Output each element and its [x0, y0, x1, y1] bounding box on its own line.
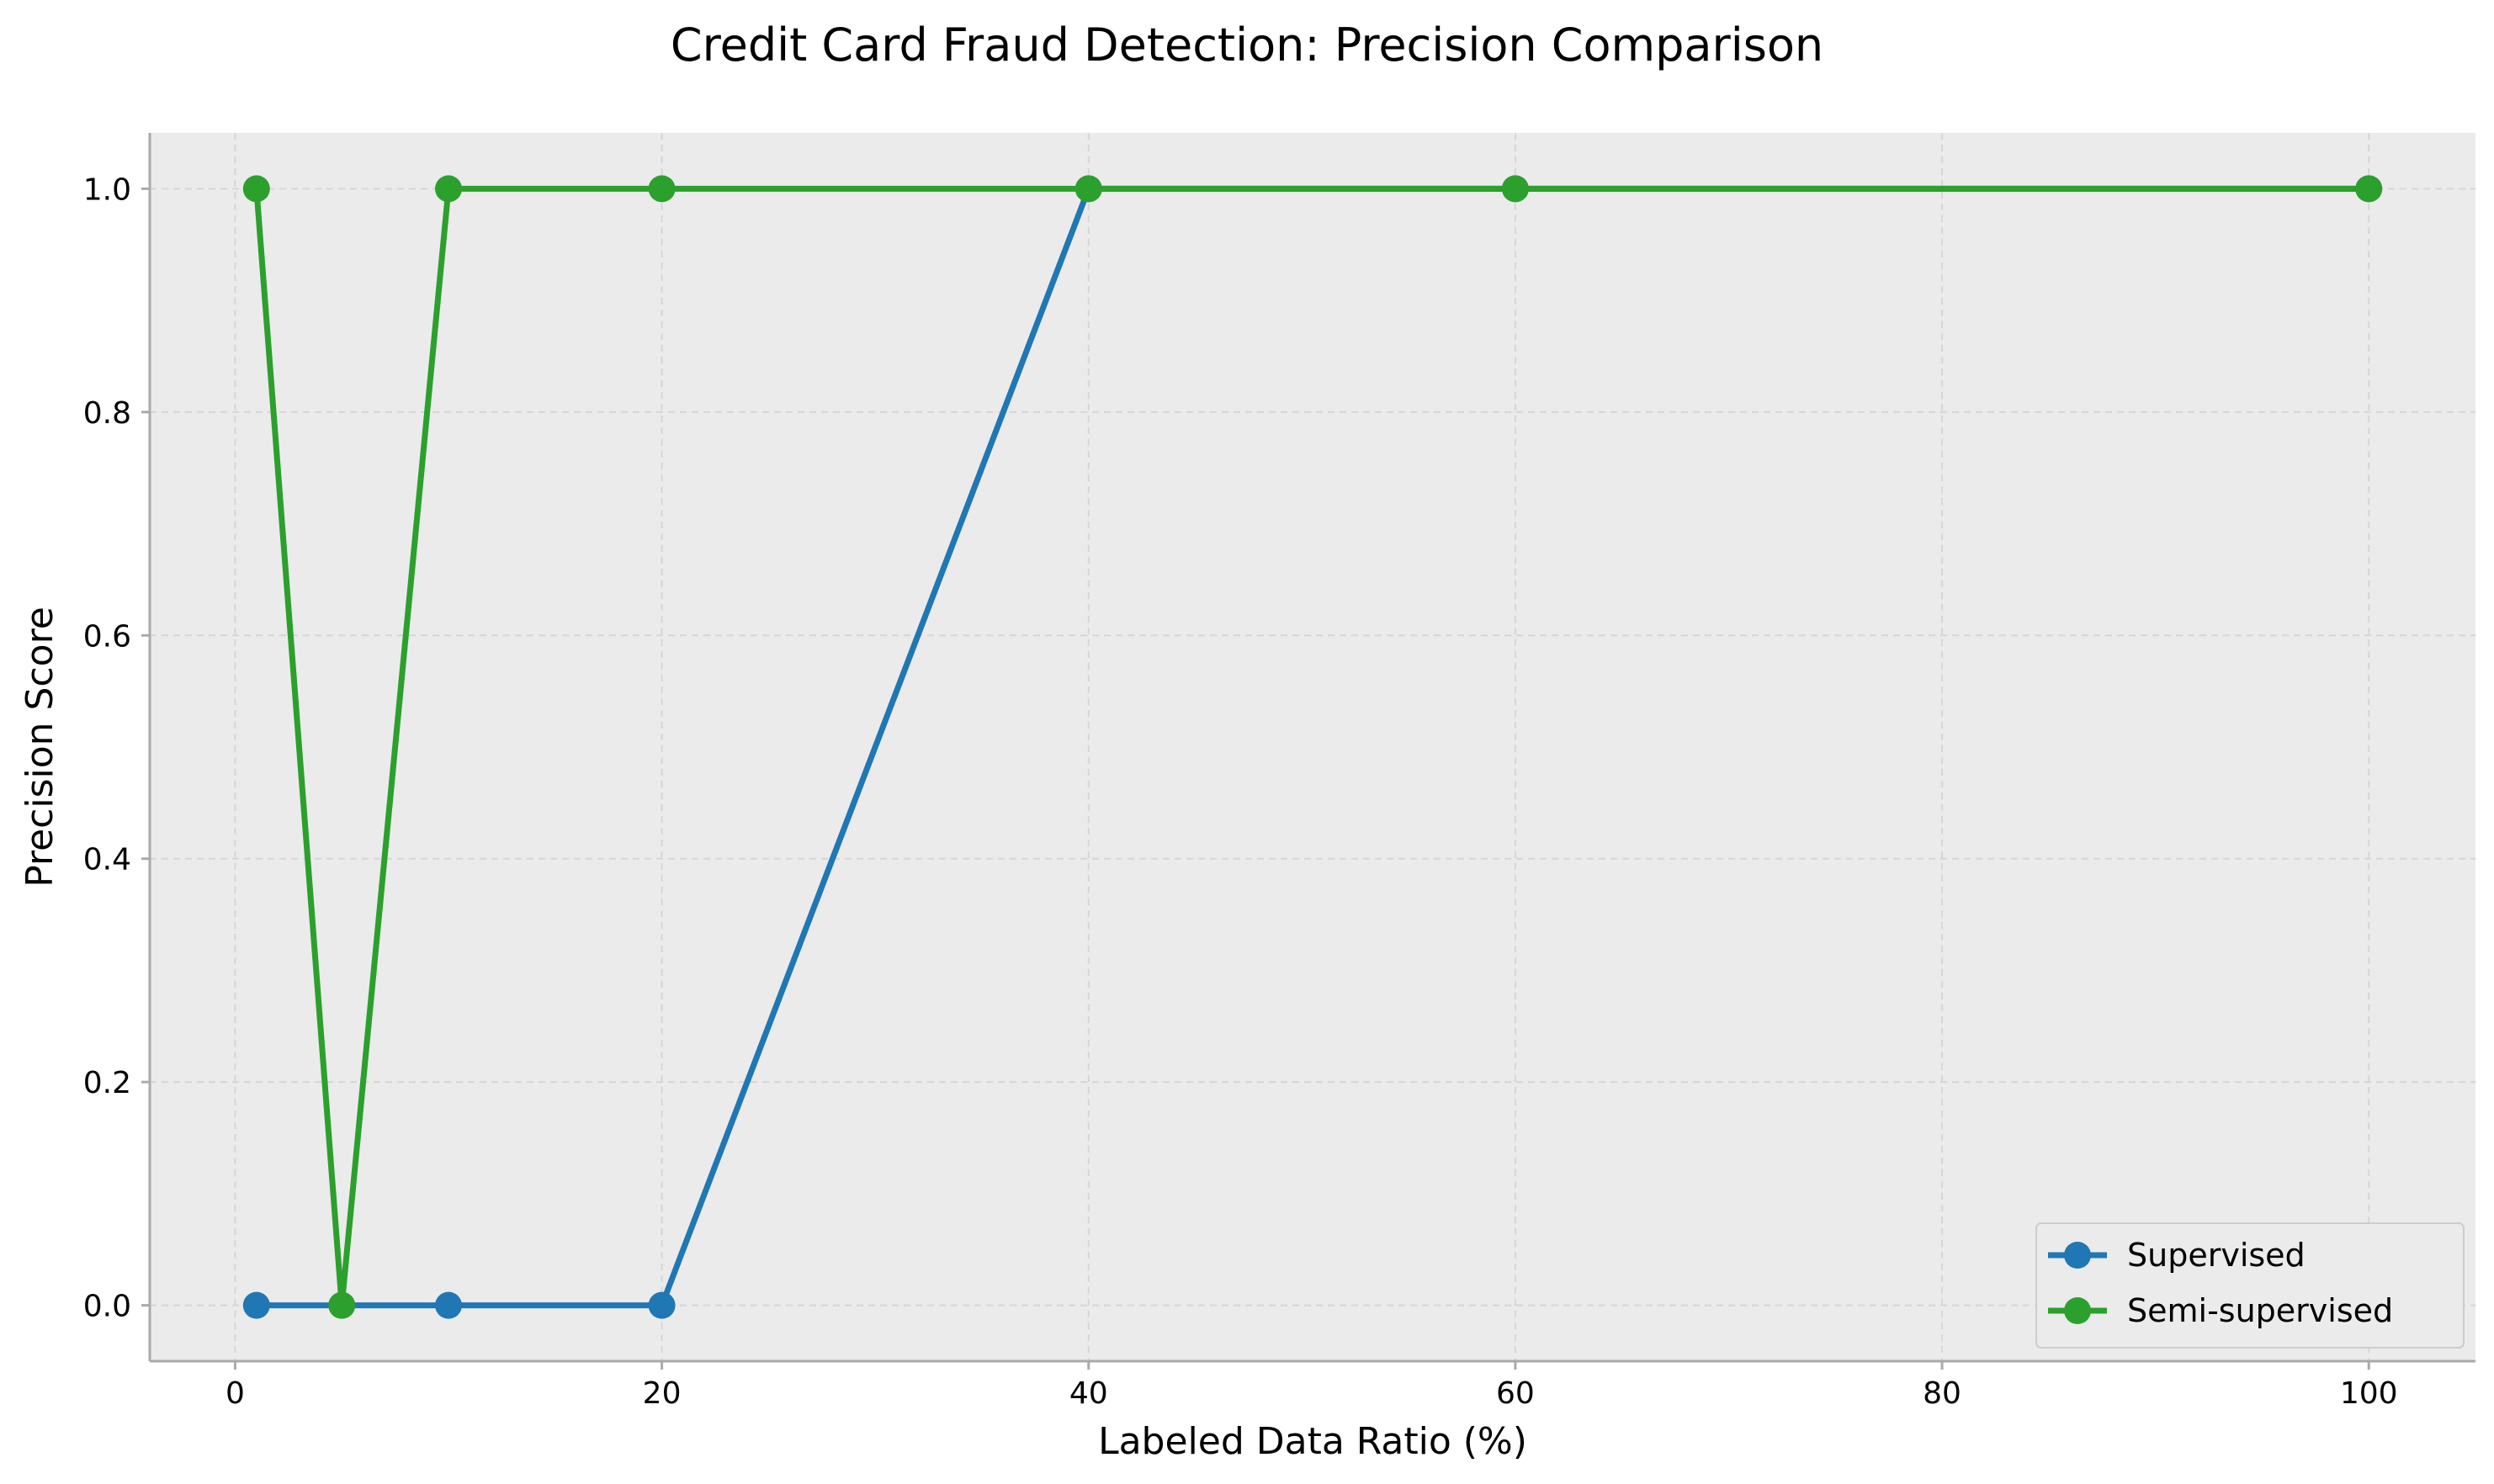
semi-supervised-point	[242, 175, 270, 203]
supervised-point	[242, 1291, 270, 1319]
legend-semi-supervised-marker	[2064, 1297, 2091, 1324]
y-tick-label: 0.2	[83, 1066, 131, 1100]
x-tick-label: 20	[643, 1376, 682, 1411]
semi-supervised-point	[648, 175, 676, 203]
x-tick-label: 60	[1496, 1376, 1535, 1411]
supervised-point	[435, 1291, 463, 1319]
semi-supervised-point	[2355, 175, 2383, 203]
x-axis-label: Labeled Data Ratio (%)	[1098, 1420, 1527, 1463]
y-axis-label: Precision Score	[19, 607, 61, 888]
y-tick-label: 1.0	[83, 172, 131, 207]
supervised-point	[648, 1291, 676, 1319]
semi-supervised-point	[1075, 175, 1102, 203]
y-tick-label: 0.0	[83, 1290, 131, 1324]
y-tick-labels: 0.0 0.2 0.4 0.6 0.8 1.0	[83, 172, 150, 1324]
y-tick-label: 0.6	[83, 619, 131, 654]
x-tick-labels: 0 20 40 60 80 100	[226, 1361, 2398, 1411]
axes	[148, 133, 2475, 1363]
legend-box	[2035, 1222, 2465, 1349]
x-tick-label: 100	[2340, 1376, 2398, 1411]
x-tick-label: 80	[1923, 1376, 1961, 1411]
legend-supervised-label: Supervised	[2127, 1237, 2306, 1274]
x-tick-label: 40	[1069, 1376, 1108, 1411]
x-tick-label: 0	[226, 1376, 245, 1411]
semi-supervised-point	[1501, 175, 1529, 203]
legend-semi-supervised-label: Semi-supervised	[2127, 1292, 2393, 1329]
series-layer	[242, 175, 2383, 1319]
plot-area	[150, 133, 2475, 1361]
legend: Supervised Semi-supervised	[2035, 1222, 2465, 1349]
semi-supervised-point	[328, 1291, 356, 1319]
y-tick-label: 0.4	[83, 843, 131, 877]
y-tick-label: 0.8	[83, 396, 131, 431]
chart-title: Credit Card Fraud Detection: Precision C…	[671, 19, 1823, 72]
semi-supervised-point	[435, 175, 463, 203]
legend-supervised-marker	[2064, 1242, 2091, 1269]
